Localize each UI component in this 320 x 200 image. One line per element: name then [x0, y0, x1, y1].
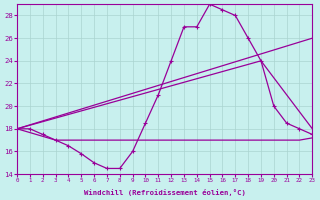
X-axis label: Windchill (Refroidissement éolien,°C): Windchill (Refroidissement éolien,°C): [84, 189, 246, 196]
